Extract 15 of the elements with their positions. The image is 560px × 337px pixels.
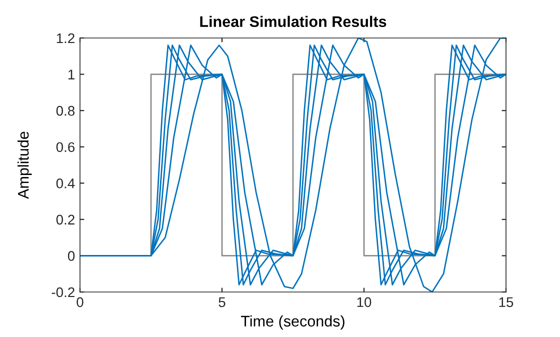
y-tick-label: 0 xyxy=(68,251,75,261)
x-tick-label: 10 xyxy=(357,297,372,308)
x-tick-label: 15 xyxy=(499,297,514,308)
y-tick-label: 0.6 xyxy=(56,142,75,152)
y-tick-label: 0.4 xyxy=(56,178,75,188)
y-tick-label: -0.2 xyxy=(52,287,74,298)
chart-title: Linear Simulation Results xyxy=(200,16,386,28)
x-axis-title: Time (seconds) xyxy=(240,315,344,330)
x-tick-label: 5 xyxy=(218,297,226,308)
y-tick-label: 1 xyxy=(68,70,74,80)
y-tick-label: 0.8 xyxy=(56,106,75,116)
y-tick-label: 0.2 xyxy=(56,214,74,225)
y-tick-label: 1.2 xyxy=(56,33,74,44)
x-tick-label: 0 xyxy=(76,297,84,308)
y-axis-title: Amplitude xyxy=(18,132,32,199)
